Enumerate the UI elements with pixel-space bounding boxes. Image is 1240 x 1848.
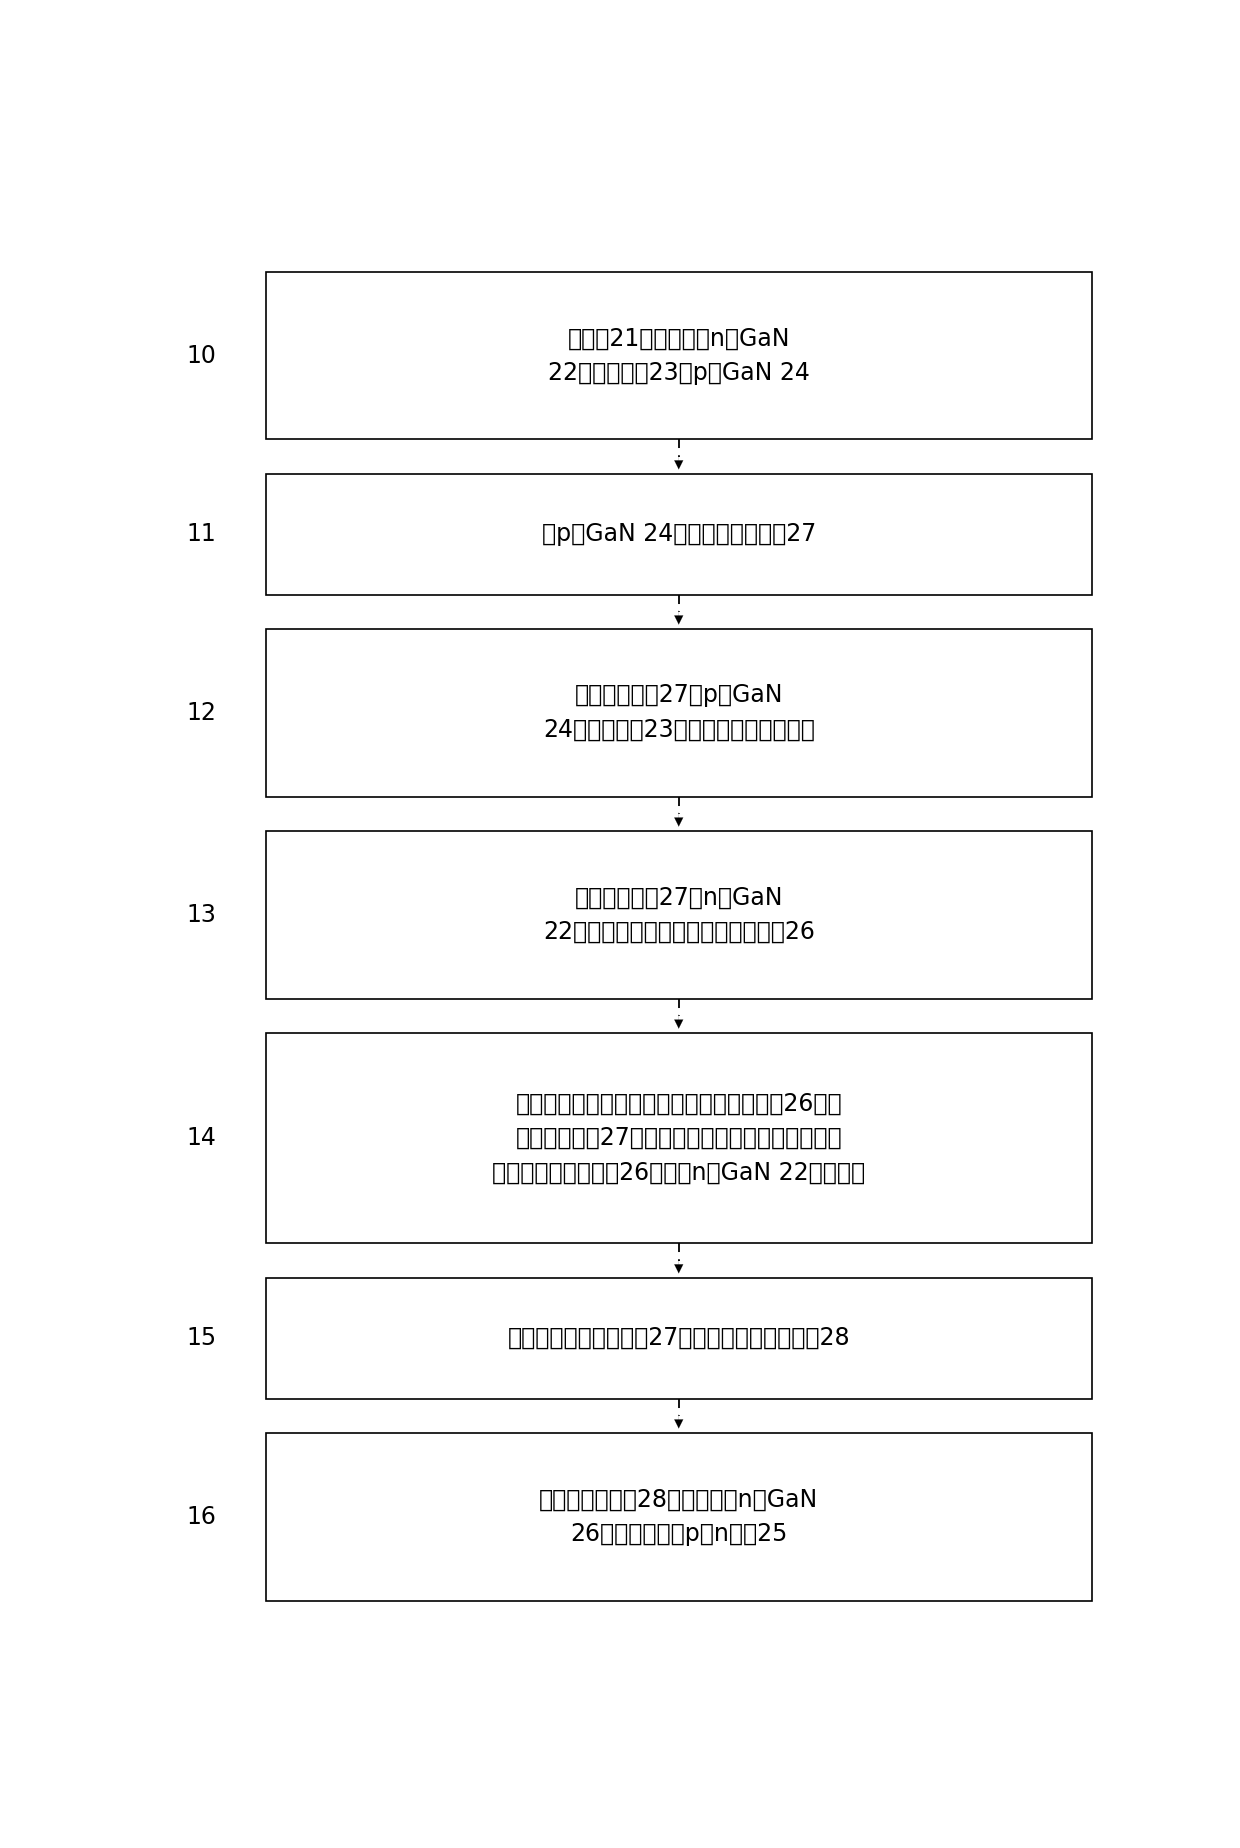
Bar bbox=[265, 272, 1092, 440]
Bar bbox=[265, 473, 1092, 595]
Bar bbox=[265, 1033, 1092, 1244]
Bar bbox=[265, 628, 1092, 796]
Text: 对透明导电层27、p型GaN
24和多量子阱23的一部分进行台面刻蚀: 对透明导电层27、p型GaN 24和多量子阱23的一部分进行台面刻蚀 bbox=[543, 684, 815, 741]
Bar bbox=[265, 1277, 1092, 1399]
Text: 分别在粗糙表面28和所露出的n型GaN
26的部分上形成p、n电极25: 分别在粗糙表面28和所露出的n型GaN 26的部分上形成p、n电极25 bbox=[539, 1488, 818, 1547]
Text: 10: 10 bbox=[186, 344, 216, 368]
Text: 14: 14 bbox=[186, 1125, 216, 1149]
Text: 13: 13 bbox=[186, 902, 216, 926]
Bar bbox=[265, 832, 1092, 998]
Text: 在透明导电层27和n型GaN
22的露出的部分上形成氧化物保护层26: 在透明导电层27和n型GaN 22的露出的部分上形成氧化物保护层26 bbox=[543, 885, 815, 944]
Text: 在p型GaN 24上形成透明导电层27: 在p型GaN 24上形成透明导电层27 bbox=[542, 523, 816, 547]
Text: 在衬底21上依次形成n型GaN
22、多量子阱23和p型GaN 24: 在衬底21上依次形成n型GaN 22、多量子阱23和p型GaN 24 bbox=[548, 327, 810, 384]
Bar bbox=[265, 1432, 1092, 1600]
Text: 11: 11 bbox=[186, 523, 216, 547]
Text: 在所露出的透明导电层27的表面上形成粗糙表面28: 在所露出的透明导电层27的表面上形成粗糙表面28 bbox=[507, 1327, 851, 1351]
Text: 16: 16 bbox=[186, 1504, 216, 1528]
Text: 在未进行台面刻蚀的位置刻蚀氧化物保护层26以露
出透明导电层27的一部分，在进行了台面刻蚀的位
置刻蚀氧化物保护层26以露出n型GaN 22的一部分: 在未进行台面刻蚀的位置刻蚀氧化物保护层26以露 出透明导电层27的一部分，在进行… bbox=[492, 1092, 866, 1185]
Text: 15: 15 bbox=[186, 1327, 216, 1351]
Text: 12: 12 bbox=[186, 700, 216, 724]
